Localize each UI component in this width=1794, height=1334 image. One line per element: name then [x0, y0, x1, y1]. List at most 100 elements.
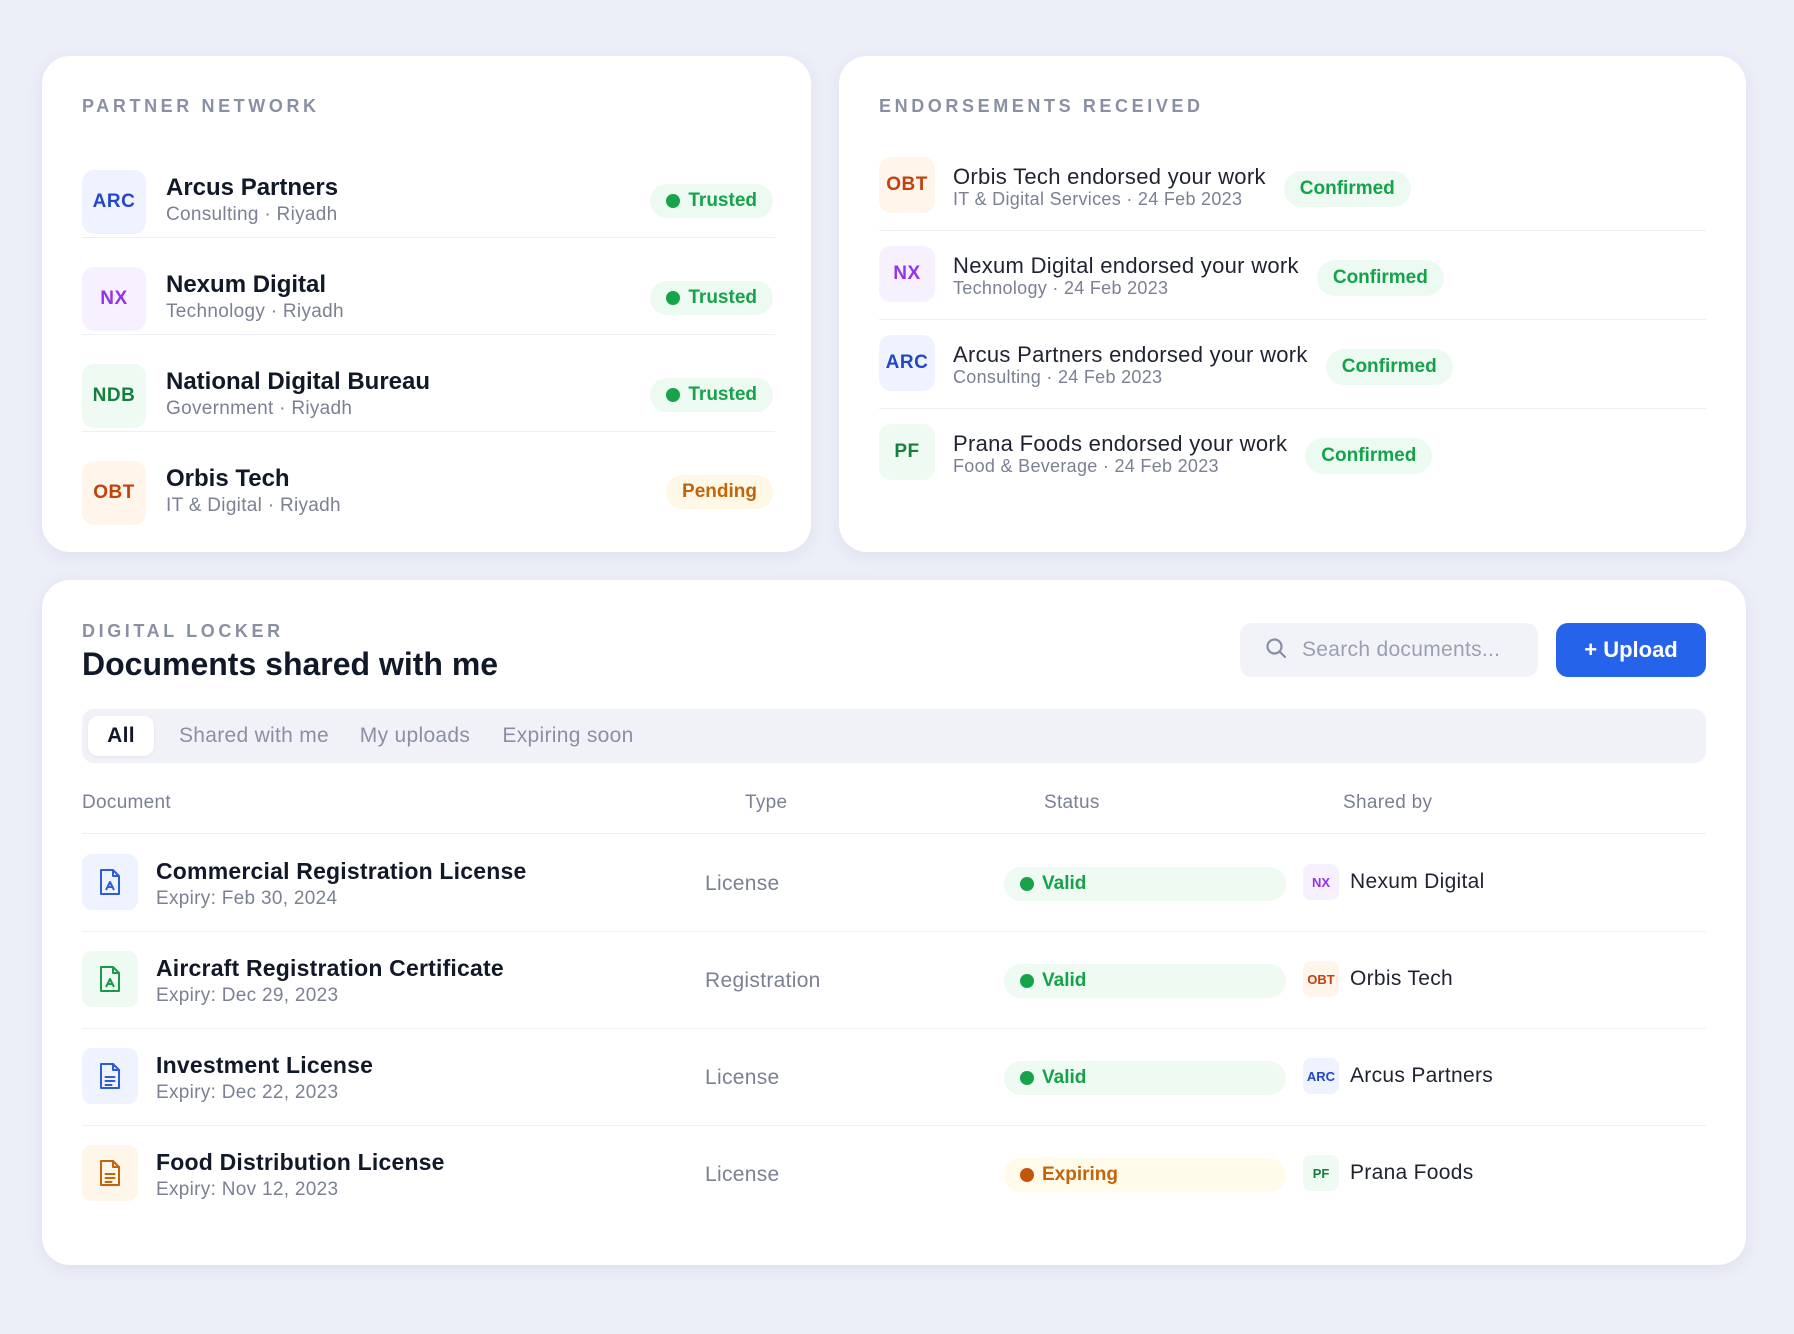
divider — [82, 334, 775, 335]
divider — [879, 230, 1706, 231]
partner-avatar: OBT — [82, 461, 146, 525]
certificate-file-icon — [82, 854, 138, 910]
partner-name: Nexum Digital — [166, 271, 327, 298]
document-expiry: Expiry: Nov 12, 2023 — [156, 1179, 339, 1200]
status-dot-icon — [1020, 974, 1034, 988]
status-dot-icon — [666, 388, 681, 402]
confirmed-badge: Confirmed — [1305, 438, 1433, 474]
endorsements-card: ENDORSEMENTS RECEIVED OBT Orbis Tech end… — [839, 56, 1746, 552]
status-badge: Trusted — [650, 378, 773, 412]
shared-by-name: Nexum Digital — [1350, 870, 1485, 893]
status-dot-icon — [1020, 877, 1034, 891]
endorser-avatar: NX — [879, 246, 935, 302]
column-header-shared-by[interactable]: Shared by — [1343, 792, 1433, 813]
endorsement-title-wrap: Prana Foods endorsed your work Confirmed — [953, 426, 1433, 474]
divider — [879, 408, 1706, 409]
partner-row[interactable]: ARC Arcus Partners Consulting · Riyadh T… — [82, 154, 775, 251]
avatar: ARC — [1303, 1058, 1339, 1094]
status-badge: Valid — [1004, 1061, 1286, 1095]
column-header-document[interactable]: Document — [82, 792, 171, 813]
shared-by-name: Orbis Tech — [1350, 967, 1453, 990]
tab-expiring-soon[interactable]: Expiring soon — [502, 724, 634, 747]
endorsement-title-wrap: Nexum Digital endorsed your work Confirm… — [953, 248, 1444, 296]
divider — [82, 833, 1706, 834]
search-input[interactable] — [1302, 638, 1532, 662]
status-badge-label: Valid — [1042, 970, 1087, 991]
shared-by[interactable]: PF Prana Foods — [1303, 1155, 1474, 1191]
status-badge-label: Trusted — [688, 287, 757, 308]
status-badge-label: Valid — [1042, 873, 1087, 894]
upload-button[interactable]: + Upload — [1556, 623, 1706, 677]
document-expiry: Expiry: Dec 29, 2023 — [156, 985, 339, 1006]
partner-row[interactable]: NX Nexum Digital Technology · Riyadh Tru… — [82, 251, 775, 348]
endorsement-title-wrap: Orbis Tech endorsed your work Confirmed — [953, 159, 1411, 207]
document-type: Registration — [705, 969, 821, 992]
column-header-status[interactable]: Status — [1044, 792, 1100, 813]
search-box[interactable] — [1240, 623, 1538, 677]
partner-subtitle: Consulting · Riyadh — [166, 204, 338, 225]
filter-tabs: All Shared with me My uploads Expiring s… — [82, 709, 1706, 763]
column-header-type[interactable]: Type — [745, 792, 788, 813]
endorser-avatar: OBT — [879, 157, 935, 213]
document-type: License — [705, 872, 780, 895]
endorsement-subtitle: Consulting · 24 Feb 2023 — [953, 367, 1163, 387]
partner-name: Orbis Tech — [166, 465, 290, 492]
status-badge: Valid — [1004, 964, 1286, 998]
status-badge: Trusted — [650, 184, 773, 218]
certificate-file-icon — [82, 951, 138, 1007]
endorsement-row[interactable]: PF Prana Foods endorsed your work Confir… — [879, 412, 1706, 501]
document-name: Commercial Registration License — [156, 858, 527, 884]
shared-by-name: Arcus Partners — [1350, 1064, 1494, 1087]
status-dot-icon — [666, 194, 681, 208]
divider — [82, 431, 775, 432]
endorsement-title: Nexum Digital endorsed your work — [953, 253, 1299, 278]
shared-by[interactable]: NX Nexum Digital — [1303, 864, 1485, 900]
tab-my-uploads[interactable]: My uploads — [359, 724, 471, 747]
avatar: PF — [1303, 1155, 1339, 1191]
endorsements-heading: ENDORSEMENTS RECEIVED — [879, 96, 1204, 116]
confirmed-badge: Confirmed — [1283, 171, 1411, 207]
status-dot-icon — [1020, 1071, 1034, 1085]
endorsement-row[interactable]: ARC Arcus Partners endorsed your work Co… — [879, 323, 1706, 412]
endorsement-row[interactable]: NX Nexum Digital endorsed your work Conf… — [879, 234, 1706, 323]
partner-avatar: NX — [82, 267, 146, 331]
search-icon — [1264, 636, 1288, 665]
partner-row[interactable]: OBT Orbis Tech IT & Digital · Riyadh Pen… — [82, 445, 775, 542]
table-row[interactable]: Aircraft Registration Certificate Expiry… — [82, 931, 1706, 1028]
endorsement-title: Arcus Partners endorsed your work — [953, 342, 1308, 367]
endorsement-title: Prana Foods endorsed your work — [953, 431, 1288, 456]
status-badge: Valid — [1004, 867, 1286, 901]
confirmed-badge: Confirmed — [1316, 260, 1444, 296]
divider — [82, 931, 1706, 932]
endorsement-row[interactable]: OBT Orbis Tech endorsed your work Confir… — [879, 145, 1706, 234]
shared-by-name: Prana Foods — [1350, 1161, 1474, 1184]
status-dot-icon — [666, 291, 681, 305]
page-title: Documents shared with me — [82, 646, 499, 682]
partner-subtitle: Technology · Riyadh — [166, 301, 344, 322]
document-expiry: Expiry: Feb 30, 2024 — [156, 888, 338, 909]
status-badge: Expiring — [1004, 1158, 1286, 1192]
endorsement-title: Orbis Tech endorsed your work — [953, 164, 1266, 189]
shared-by[interactable]: OBT Orbis Tech — [1303, 961, 1453, 997]
partner-name: Arcus Partners — [166, 174, 339, 201]
table-row[interactable]: Food Distribution License Expiry: Nov 12… — [82, 1125, 1706, 1222]
endorsement-subtitle: Food & Beverage · 24 Feb 2023 — [953, 456, 1219, 476]
document-file-icon — [82, 1145, 138, 1201]
endorser-avatar: PF — [879, 424, 935, 480]
document-name: Investment License — [156, 1052, 374, 1078]
divider — [82, 1028, 1706, 1029]
tab-shared-with-me[interactable]: Shared with me — [178, 724, 330, 747]
table-row[interactable]: Commercial Registration License Expiry: … — [82, 834, 1706, 931]
locker-eyebrow: DIGITAL LOCKER — [82, 621, 284, 641]
table-row[interactable]: Investment License Expiry: Dec 22, 2023 … — [82, 1028, 1706, 1125]
status-badge-label: Trusted — [688, 384, 757, 405]
partner-row[interactable]: NDB National Digital Bureau Government ·… — [82, 348, 775, 445]
avatar: NX — [1303, 864, 1339, 900]
status-badge-label: Trusted — [688, 190, 757, 211]
shared-by[interactable]: ARC Arcus Partners — [1303, 1058, 1493, 1094]
partner-avatar: ARC — [82, 170, 146, 234]
document-type: License — [705, 1163, 780, 1186]
partner-network-heading: PARTNER NETWORK — [82, 96, 320, 116]
partner-subtitle: Government · Riyadh — [166, 398, 353, 419]
tab-all[interactable]: All — [88, 716, 154, 756]
